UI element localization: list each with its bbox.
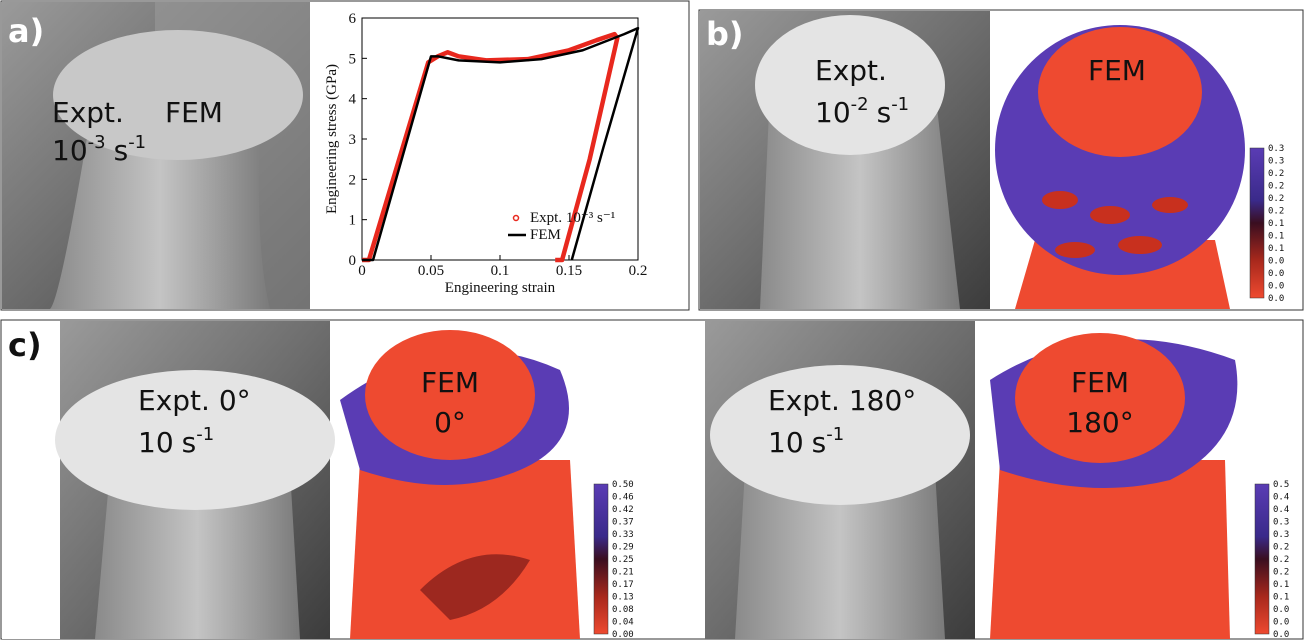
colorbar-label: 0.3: [1273, 518, 1289, 528]
expt-label: Expt. 180°: [768, 384, 916, 417]
colorbar-label: 0.46: [612, 493, 634, 503]
fem-angle: 180°: [1066, 406, 1133, 439]
colorbar-label: 0.2: [1268, 207, 1284, 217]
fem-top: [1038, 27, 1202, 157]
colorbar-label: 0.29: [612, 543, 634, 553]
y-tick-label: 6: [349, 11, 357, 27]
rate-unit: s: [114, 134, 129, 167]
x-axis-label: Engineering strain: [445, 280, 556, 296]
rate-base: 10: [768, 426, 804, 459]
rate-base: 10: [52, 134, 88, 167]
panel-label: a): [8, 12, 44, 50]
rate-unit: s: [877, 96, 892, 129]
colorbar-label: 0.0: [1273, 630, 1289, 640]
y-tick-label: 1: [349, 213, 357, 229]
colorbar-label: 0.0: [1268, 257, 1284, 267]
stress-strain-chart: 0 0.05 0.1 0.15 0.2 0 1 2 3 4 5 6 Engineering strain…: [324, 11, 647, 296]
fem-label: FEM: [165, 96, 223, 129]
colorbar-label: 0.21: [612, 568, 634, 578]
colorbar-label: 0.0: [1268, 269, 1284, 279]
rate-unit-exp: -1: [196, 424, 214, 445]
colorbar-scale: [1250, 148, 1264, 298]
colorbar-label: 0.42: [612, 505, 634, 515]
colorbar-label: 0.2: [1273, 543, 1289, 553]
colorbar-label: 0.3: [1268, 144, 1284, 154]
expt-label: Expt. 0°: [138, 384, 251, 417]
panel-label: b): [706, 15, 744, 53]
colorbar-label: 0.0: [1273, 618, 1289, 628]
colorbar-label: 0.50: [612, 480, 634, 490]
figure: a) Expt. 10-3s-1 FEM 00.050.10.150.20123…: [0, 0, 1304, 640]
colorbar-label: 0.2: [1273, 568, 1289, 578]
rate-unit: s: [182, 426, 197, 459]
rate-unit: s: [812, 426, 827, 459]
colorbar-label: 0.04: [612, 618, 634, 628]
colorbar-label: 0.17: [612, 580, 634, 590]
colorbar-label: 0.4: [1273, 505, 1289, 515]
rate-exp: -3: [88, 132, 106, 153]
y-tick-label: 5: [349, 51, 357, 67]
x-tick-label: 0.05: [418, 263, 444, 279]
x-tick-label: 0.15: [556, 263, 582, 279]
legend-label: FEM: [530, 227, 561, 243]
legend-label: Expt. 10⁻³ s⁻¹: [530, 210, 615, 226]
rate-unit-exp: -1: [891, 94, 909, 115]
colorbar-label: 0.1: [1273, 580, 1289, 590]
colorbar-label: 0.25: [612, 555, 634, 565]
colorbar-label: 0.00: [612, 630, 634, 640]
colorbar-label: 0.2: [1268, 182, 1284, 192]
rate-unit-exp: -1: [826, 424, 844, 445]
y-tick-label: 2: [349, 172, 357, 188]
colorbar-label: 0.2: [1268, 194, 1284, 204]
y-tick-label: 0: [349, 253, 357, 269]
colorbar-label: 0.0: [1273, 605, 1289, 615]
fem-label: FEM: [1071, 366, 1129, 399]
x-tick-label: 0.2: [629, 263, 648, 279]
colorbar-label: 0.2: [1268, 169, 1284, 179]
colorbar-label: 0.1: [1268, 244, 1284, 254]
x-tick-label: 0: [358, 263, 366, 279]
colorbar-scale: [594, 484, 608, 634]
colorbar-label: 0.2: [1273, 555, 1289, 565]
y-tick-label: 4: [349, 92, 357, 108]
fem-label: FEM: [421, 366, 479, 399]
colorbar-label: 0.0: [1268, 282, 1284, 292]
colorbar-label: 0.3: [1268, 157, 1284, 167]
fem-label: FEM: [1088, 54, 1146, 87]
colorbar-label: 0.13: [612, 593, 634, 603]
panel-b: b) Expt. 10-2 s-1 FEM 0.3 0.3 0.2 0.2 0.2 0.2 0…: [699, 10, 1303, 310]
rate-unit-exp: -1: [128, 132, 146, 153]
colorbar-label: 0.1: [1273, 593, 1289, 603]
fem-angle: 0°: [434, 406, 466, 439]
rate-base: 10: [815, 96, 851, 129]
colorbar-label: 0.3: [1273, 530, 1289, 540]
colorbar-label: 0.0: [1268, 294, 1284, 304]
panel-a: a) Expt. 10-3 s-1 FEM 0 0.05 0.1 0.15 0.2 0 1 2 3…: [1, 1, 689, 310]
y-tick-label: 3: [349, 132, 357, 148]
colorbar-label: 0.4: [1273, 493, 1289, 503]
rate-exp: -2: [851, 94, 869, 115]
colorbar-label: 0.37: [612, 518, 634, 528]
colorbar-label: 0.1: [1268, 219, 1284, 229]
expt-label: Expt.: [52, 96, 124, 129]
colorbar-scale: [1255, 484, 1269, 634]
panel-label: c): [8, 326, 42, 364]
colorbar-label: 0.1: [1268, 232, 1284, 242]
x-tick-label: 0.1: [491, 263, 510, 279]
colorbar-label: 0.08: [612, 605, 634, 615]
rate-base: 10: [138, 426, 174, 459]
colorbar-label: 0.33: [612, 530, 634, 540]
y-axis-label: Engineering stress (GPa): [324, 64, 340, 214]
colorbar-label: 0.5: [1273, 480, 1289, 490]
expt-label: Expt.: [815, 54, 887, 87]
